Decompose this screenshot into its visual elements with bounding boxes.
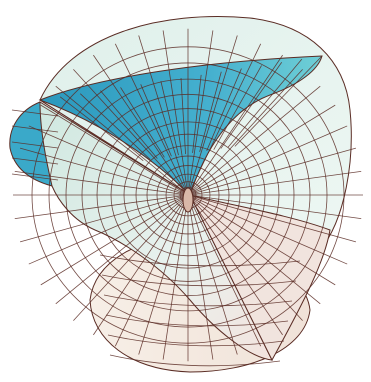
mesh-band-line xyxy=(100,90,158,159)
mesh-bottom-arc xyxy=(99,254,301,267)
mesh-band-line xyxy=(227,58,303,148)
mesh-left-cap-line xyxy=(11,173,59,181)
mesh-band-line xyxy=(206,68,242,151)
mesh-radial-line xyxy=(73,194,189,321)
mesh-bottom-arc xyxy=(101,274,297,287)
mesh-radial-line xyxy=(40,104,189,196)
mesh-radial-line xyxy=(28,194,189,265)
mesh-radial-line xyxy=(40,194,189,286)
mesh-radial-line xyxy=(138,194,189,355)
mesh-band-line xyxy=(59,96,144,161)
mesh-bottom-arc xyxy=(103,294,293,307)
surface-mesh-lines xyxy=(11,28,363,367)
mesh-band-line xyxy=(120,87,165,158)
mesh-ring-line xyxy=(96,108,280,282)
mesh-radial-line xyxy=(187,194,262,347)
mesh-radial-line xyxy=(187,194,303,321)
surface-teal-band xyxy=(38,55,323,196)
mesh-radial-line xyxy=(19,194,189,243)
mesh-ring-line xyxy=(165,173,211,217)
mesh-radial-line xyxy=(93,194,189,336)
mesh-radial-line xyxy=(187,35,238,196)
mesh-radial-line xyxy=(187,194,283,336)
mesh-left-cap-line xyxy=(11,109,59,117)
mesh-radial-line xyxy=(187,104,336,196)
mesh-radial-line xyxy=(55,85,189,196)
mesh-ring-line xyxy=(123,133,253,257)
mesh-band-line xyxy=(192,74,202,153)
mesh-radial-line xyxy=(162,194,189,360)
mesh-radial-line xyxy=(187,125,348,196)
mesh-band-line xyxy=(180,77,186,155)
mesh-left-cap-line xyxy=(11,125,59,133)
mesh-radial-line xyxy=(187,85,321,196)
surface-center-point xyxy=(182,187,194,213)
mesh-radial-line xyxy=(73,69,189,196)
mesh-ring-line xyxy=(31,46,345,344)
mesh-left-cap-line xyxy=(11,157,59,165)
mesh-radial-line xyxy=(187,147,357,196)
mesh-radial-line xyxy=(162,30,189,196)
mesh-ring-line xyxy=(65,78,311,312)
mesh-radial-line xyxy=(114,43,189,196)
mesh-bottom-arc xyxy=(105,314,289,327)
mesh-band-line xyxy=(80,93,151,160)
mesh-radial-line xyxy=(93,54,189,196)
mesh-band-line xyxy=(39,99,137,163)
mesh-ring-line xyxy=(48,62,328,328)
mesh-band-line xyxy=(213,65,262,150)
mesh-radial-line xyxy=(14,194,189,220)
mesh-band-line xyxy=(234,55,323,147)
mesh-ring-line xyxy=(135,145,241,245)
mesh-radial-line xyxy=(187,194,321,305)
mesh-radial-line xyxy=(187,194,238,355)
mesh-band-line xyxy=(140,84,172,157)
mesh-radial-line xyxy=(187,194,214,360)
mesh-ring-line xyxy=(146,155,230,235)
mesh-band-line xyxy=(160,81,179,156)
mesh-radial-line xyxy=(187,43,262,196)
mesh-band-line xyxy=(220,62,283,149)
mesh-bottom-arc xyxy=(107,334,285,347)
mesh-radial-line xyxy=(187,194,348,265)
mesh-radial-line xyxy=(187,194,357,243)
mesh-radial-line xyxy=(19,147,189,196)
mesh-radial-line xyxy=(187,194,336,286)
mesh-radial-line xyxy=(138,35,189,196)
mesh-bottom-arc xyxy=(109,354,281,367)
mesh-radial-line xyxy=(14,170,189,196)
mesh-ring-line xyxy=(110,121,266,269)
mesh-band-line xyxy=(199,71,222,152)
mesh-ring-line xyxy=(81,93,295,297)
mesh-radial-line xyxy=(187,170,362,196)
mesh-left-cap-line xyxy=(11,141,59,149)
surface-lobe-front xyxy=(39,101,331,362)
mesh-radial-line xyxy=(187,54,283,196)
mesh-radial-line xyxy=(187,30,214,196)
mesh-radial-line xyxy=(187,69,303,196)
mesh-radial-line xyxy=(28,125,189,196)
mesh-radial-line xyxy=(114,194,189,347)
mesh-ring-line xyxy=(156,165,220,225)
mesh-radial-line xyxy=(187,194,362,220)
mesh-radial-line xyxy=(55,194,189,305)
